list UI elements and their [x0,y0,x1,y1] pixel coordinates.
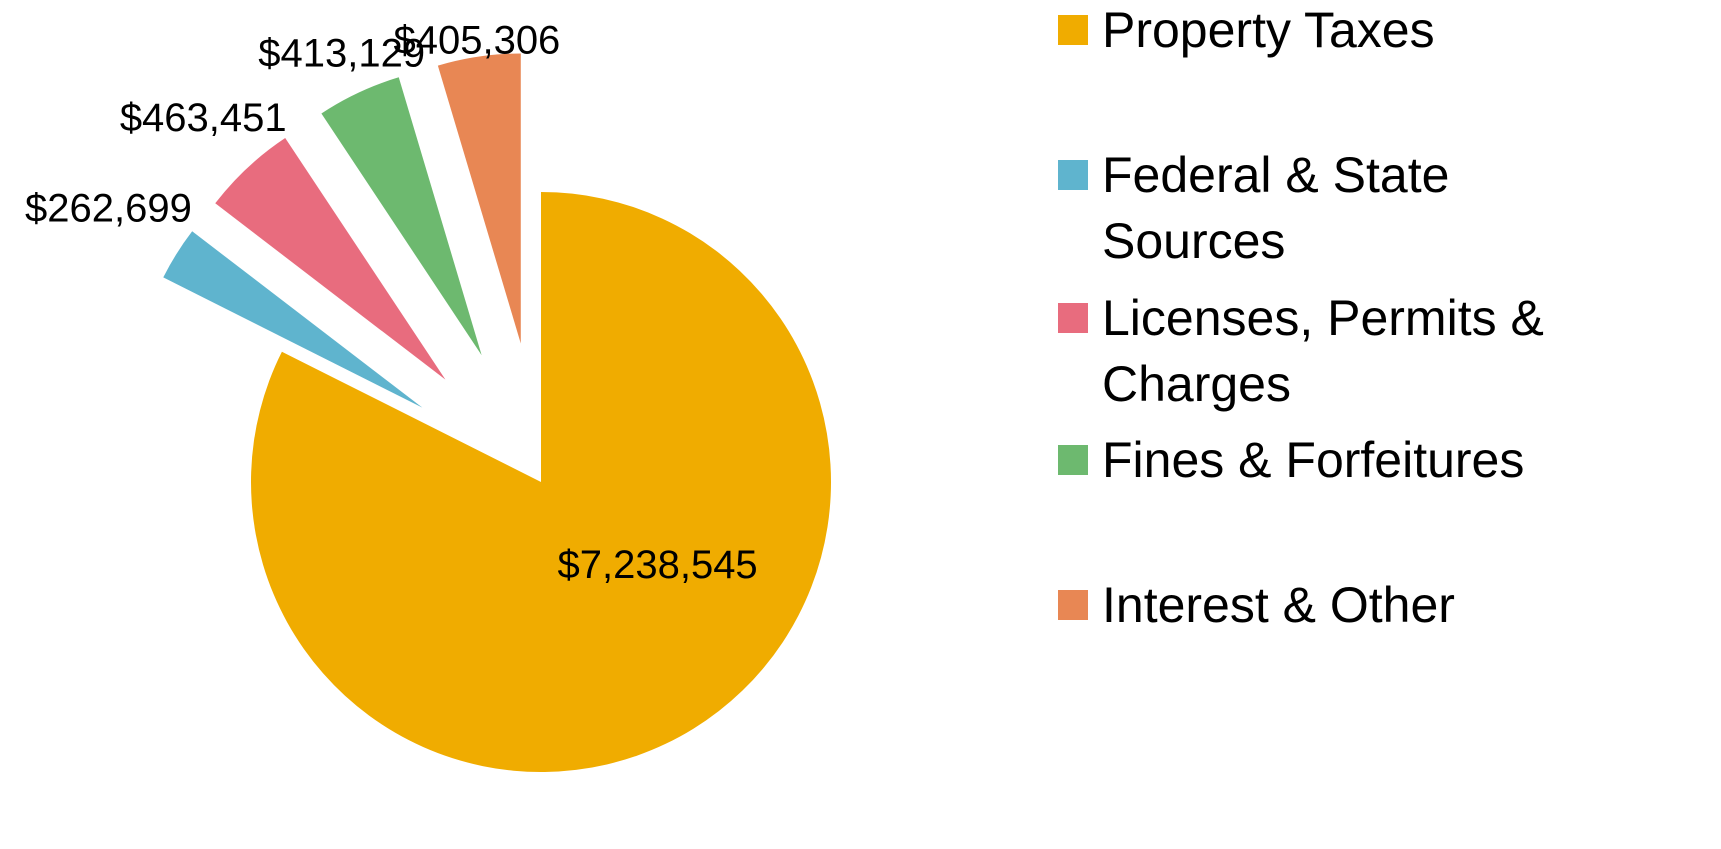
pie-slice [163,231,423,408]
legend-swatch [1058,160,1088,190]
legend-swatch [1058,15,1088,45]
legend-label: Licenses, Permits & Charges [1102,290,1544,412]
chart: $7,238,545 $262,699 $463,451 $413,129$405,3… [25,18,831,772]
legend-label: Interest & Other [1102,577,1455,633]
data-label: $7,238,545 [557,543,757,587]
legend-label: Fines & Forfeitures [1102,432,1525,488]
pie-slice [321,77,482,356]
pie-slice [437,53,521,344]
legend-label: Property Taxes [1102,2,1435,58]
data-label: $262,699 [25,186,192,230]
pie-slice [215,137,446,380]
legend-swatch [1058,303,1088,333]
legend-swatch [1058,445,1088,475]
data-label: $463,451 [120,96,287,140]
data-label: $405,306 [393,18,560,62]
data-label: $413,129 [258,32,425,76]
legend: Property Taxes Federal & State Sources Lic… [1058,0,1618,849]
legend-label: Federal & State Sources [1102,147,1450,269]
legend-swatch [1058,590,1088,620]
pie-slice [250,192,831,772]
